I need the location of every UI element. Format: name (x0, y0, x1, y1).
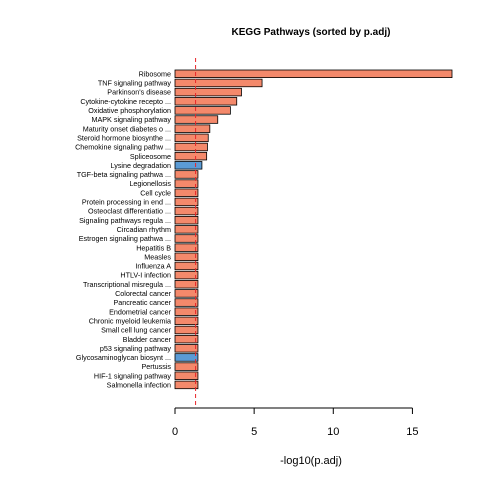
bar (174, 325, 199, 335)
category-label: Osteoclast differentiatio ... (88, 207, 171, 216)
bar (174, 142, 208, 152)
bar (174, 197, 199, 207)
category-label: Legionellosis (129, 179, 171, 188)
bar (174, 280, 199, 289)
category-label: Endometrial cancer (109, 307, 172, 316)
category-label: Hepatitis B (136, 243, 171, 252)
category-label: Glycosaminoglycan biosynt ... (76, 353, 171, 362)
category-label: HIF-1 signaling pathway (94, 371, 172, 380)
bar (174, 124, 211, 133)
category-label: Cytokine-cytokine recepto ... (80, 97, 171, 106)
bar (174, 133, 209, 143)
bar (174, 298, 199, 307)
bar (174, 151, 208, 161)
bar (174, 106, 231, 115)
bar (174, 87, 242, 97)
bar (174, 115, 219, 124)
bar (174, 170, 199, 179)
category-label: Parkinson's disease (107, 88, 171, 97)
category-label: Steroid hormone biosynthe ... (77, 133, 171, 142)
bar (174, 362, 199, 371)
category-label: Protein processing in end ... (82, 198, 171, 207)
category-label: Bladder cancer (123, 335, 172, 344)
bar (174, 353, 199, 362)
bar (174, 371, 199, 380)
x-tick-label: 5 (251, 426, 257, 438)
bar (174, 344, 199, 353)
category-label: MAPK signaling pathway (91, 115, 171, 124)
category-label: Maturity onset diabetes o ... (83, 124, 171, 133)
bar (174, 78, 263, 88)
category-label: Circadian rhythm (117, 225, 171, 234)
category-label: Small cell lung cancer (101, 326, 172, 335)
category-label: TGF-beta signaling pathwa ... (77, 170, 171, 179)
bar (174, 161, 203, 170)
category-label: Estrogen signaling pathwa ... (79, 234, 171, 243)
category-label: p53 signaling pathway (100, 344, 172, 353)
category-label: Ribosome (139, 69, 171, 78)
category-label: Influenza A (135, 262, 171, 271)
category-label: Pancreatic cancer (113, 298, 171, 307)
bar (174, 380, 199, 390)
category-label: Chronic myeloid leukemia (89, 316, 171, 325)
bar (174, 334, 199, 344)
category-label: Pertussis (141, 362, 171, 371)
bar (174, 179, 199, 188)
bar (174, 252, 199, 261)
category-label: HTLV-I infection (120, 271, 171, 280)
bar (174, 307, 199, 316)
bar (174, 188, 199, 197)
category-label: TNF signaling pathway (98, 79, 172, 88)
bar (174, 270, 199, 280)
bar (174, 289, 199, 298)
bar (174, 69, 453, 78)
category-label: Transcriptional misregula ... (83, 280, 171, 289)
x-tick-label: 15 (406, 426, 418, 438)
bar (174, 97, 238, 106)
bar (174, 225, 199, 234)
bar (174, 234, 199, 243)
category-label: Oxidative phosphorylation (88, 106, 171, 115)
x-tick-label: 10 (327, 426, 339, 438)
category-label: Measles (144, 252, 171, 261)
bar (174, 215, 199, 225)
category-label: Spliceosome (130, 152, 171, 161)
bar (174, 316, 199, 326)
category-label: Salmonella infection (107, 381, 171, 390)
bar (174, 261, 199, 271)
chart-title: KEGG Pathways (sorted by p.adj) (232, 27, 391, 38)
category-label: Cell cycle (140, 188, 171, 197)
category-label: Chemokine signaling pathw ... (75, 143, 171, 152)
bar (174, 206, 199, 216)
bars-group (174, 69, 453, 390)
category-label: Colorectal cancer (115, 289, 172, 298)
bar (174, 243, 199, 252)
x-axis-title: -log10(p.adj) (280, 455, 342, 467)
x-axis: 0 5 10 15 (172, 407, 419, 438)
category-label: Lysine degradation (111, 161, 171, 170)
category-label: Signaling pathways regula ... (79, 216, 171, 225)
x-tick-label: 0 (172, 426, 178, 438)
